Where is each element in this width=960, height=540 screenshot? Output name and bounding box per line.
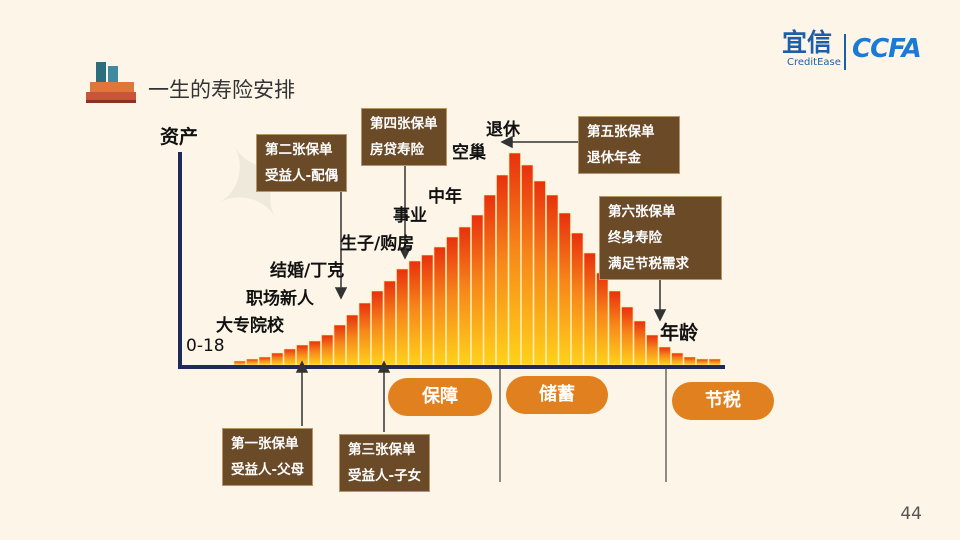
y-axis-label: 资产 [160, 126, 199, 148]
policy-6-detail: 终身寿险 [608, 230, 662, 246]
asset-bar [383, 280, 396, 366]
policy-box-2: 第二张保单 受益人-配偶 [256, 134, 348, 192]
asset-bar [358, 302, 371, 366]
policy-6-detail-2: 满足节税需求 [608, 256, 689, 272]
policy-box-5: 第五张保单 退休年金 [578, 116, 680, 174]
asset-bar [708, 358, 721, 366]
asset-bar [583, 252, 596, 366]
phase-savings: 储蓄 [506, 376, 608, 414]
asset-bar [346, 314, 359, 366]
page-number: 44 [900, 504, 922, 524]
stage-label-empty-nest: 空巢 [452, 143, 486, 163]
asset-bar [596, 272, 609, 366]
stage-label-career: 事业 [393, 206, 427, 226]
asset-bar [646, 334, 659, 366]
asset-bar [483, 194, 496, 366]
asset-bar [571, 232, 584, 366]
asset-bar [546, 194, 559, 366]
policy-6-title: 第六张保单 [608, 204, 676, 220]
asset-bar [258, 356, 271, 366]
asset-bar [496, 174, 509, 366]
asset-bar [508, 152, 521, 366]
asset-bar [233, 360, 246, 366]
asset-bar [683, 356, 696, 366]
x-axis-label: 年龄 [660, 322, 699, 344]
slide-title: 一生的寿险安排 [148, 78, 295, 102]
logo-ccfa: CCFA [852, 34, 922, 64]
stage-label-child-house: 生子/购房 [340, 234, 415, 254]
logo-divider [844, 34, 846, 70]
policy-2-detail: 受益人-配偶 [265, 168, 339, 184]
policy-1-detail: 受益人-父母 [231, 462, 305, 478]
origin-label: 0-18 [186, 336, 225, 356]
asset-bar [408, 260, 421, 366]
policy-1-title: 第一张保单 [231, 436, 299, 452]
asset-bar [696, 358, 709, 366]
asset-bar [246, 358, 259, 366]
logo-creditease: CreditEase [787, 57, 841, 68]
policy-3-title: 第三张保单 [348, 442, 416, 458]
asset-bar [396, 268, 409, 366]
asset-bar [321, 334, 334, 366]
stage-label-college: 大专院校 [216, 316, 284, 336]
asset-bar [421, 254, 434, 366]
policy-5-title: 第五张保单 [587, 124, 655, 140]
asset-bar [271, 352, 284, 366]
policy-3-detail: 受益人-子女 [348, 468, 422, 484]
asset-bar [446, 236, 459, 366]
stage-label-marriage: 结婚/丁克 [270, 261, 345, 281]
asset-bar [333, 324, 346, 366]
asset-bar [621, 306, 634, 366]
policy-5-detail: 退休年金 [587, 150, 641, 166]
asset-bar [633, 320, 646, 366]
policy-4-detail: 房贷寿险 [370, 142, 424, 158]
asset-bar [308, 340, 321, 366]
asset-bar [471, 214, 484, 366]
asset-bar [283, 348, 296, 366]
asset-bars [233, 152, 721, 366]
books-icon [86, 62, 136, 103]
policy-2-title: 第二张保单 [265, 142, 333, 158]
asset-bar [671, 352, 684, 366]
stage-label-middle-age: 中年 [428, 187, 462, 207]
policy-box-1: 第一张保单 受益人-父母 [222, 428, 314, 486]
stage-label-new-employee: 职场新人 [246, 289, 314, 309]
asset-bar [371, 290, 384, 366]
policy-box-4: 第四张保单 房贷寿险 [361, 108, 447, 166]
asset-bar [608, 290, 621, 366]
stage-label-retirement: 退休 [486, 120, 520, 140]
policy-box-6: 第六张保单 终身寿险 满足节税需求 [599, 196, 722, 280]
phase-tax: 节税 [672, 382, 774, 420]
asset-bar [558, 212, 571, 366]
logo-yixin: 宜信 [782, 28, 833, 57]
asset-bar [433, 246, 446, 366]
policy-4-title: 第四张保单 [370, 116, 438, 132]
asset-bar [533, 180, 546, 366]
phase-protection: 保障 [388, 378, 492, 416]
asset-bar [658, 346, 671, 366]
policy-box-3: 第三张保单 受益人-子女 [339, 434, 431, 492]
asset-bar [458, 226, 471, 366]
asset-bar [521, 164, 534, 366]
